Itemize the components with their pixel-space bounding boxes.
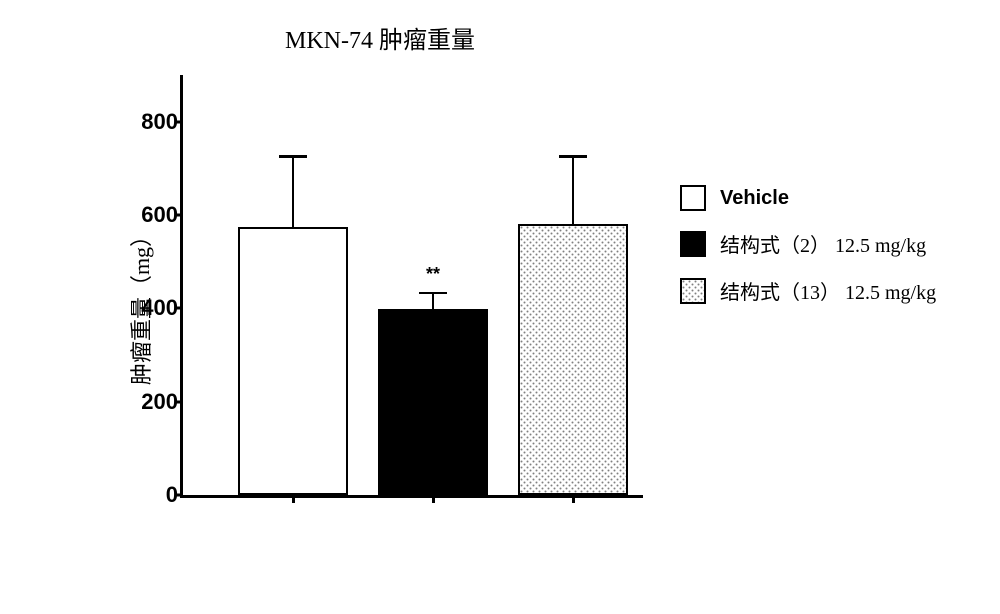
error-cap (559, 155, 587, 158)
error-bar (292, 157, 295, 227)
y-tick-label: 400 (138, 295, 178, 321)
y-tick-mark (175, 120, 183, 123)
significance-annotation: ** (426, 264, 440, 285)
chart-container: MKN-74 肿瘤重量 肿瘤重量（mg） 0200400600800** Veh… (20, 20, 1000, 594)
legend-swatch (680, 278, 706, 304)
y-tick-mark (175, 494, 183, 497)
legend: Vehicle 结构式（2） 12.5 mg/kg 结构式（13） 12.5 mg/… (680, 185, 936, 323)
error-bar (572, 157, 575, 225)
legend-label: Vehicle (720, 187, 789, 210)
legend-label: 结构式（2） 12.5 mg/kg (720, 229, 926, 258)
y-tick-label: 800 (138, 109, 178, 135)
error-cap (419, 292, 447, 295)
error-cap (279, 155, 307, 158)
bar (518, 224, 628, 495)
chart-area: 肿瘤重量（mg） 0200400600800** Vehicle结构式（2） 1… (120, 65, 1000, 545)
y-tick-mark (175, 307, 183, 310)
y-tick-mark (175, 214, 183, 217)
y-tick-label: 600 (138, 202, 178, 228)
plot-area: 0200400600800** (180, 75, 643, 498)
legend-swatch (680, 231, 706, 257)
y-tick-mark (175, 400, 183, 403)
chart-title: MKN-74 肿瘤重量 (0, 20, 1000, 55)
x-tick-mark (572, 495, 575, 503)
y-tick-label: 0 (138, 482, 178, 508)
bar (238, 227, 348, 495)
legend-item: Vehicle (680, 185, 936, 211)
x-tick-mark (292, 495, 295, 503)
y-tick-label: 200 (138, 389, 178, 415)
legend-item: 结构式（13） 12.5 mg/kg (680, 276, 936, 305)
legend-label: 结构式（13） 12.5 mg/kg (720, 276, 936, 305)
legend-item: 结构式（2） 12.5 mg/kg (680, 229, 936, 258)
x-tick-mark (432, 495, 435, 503)
bar (378, 309, 488, 495)
legend-swatch (680, 185, 706, 211)
error-bar (432, 293, 435, 309)
